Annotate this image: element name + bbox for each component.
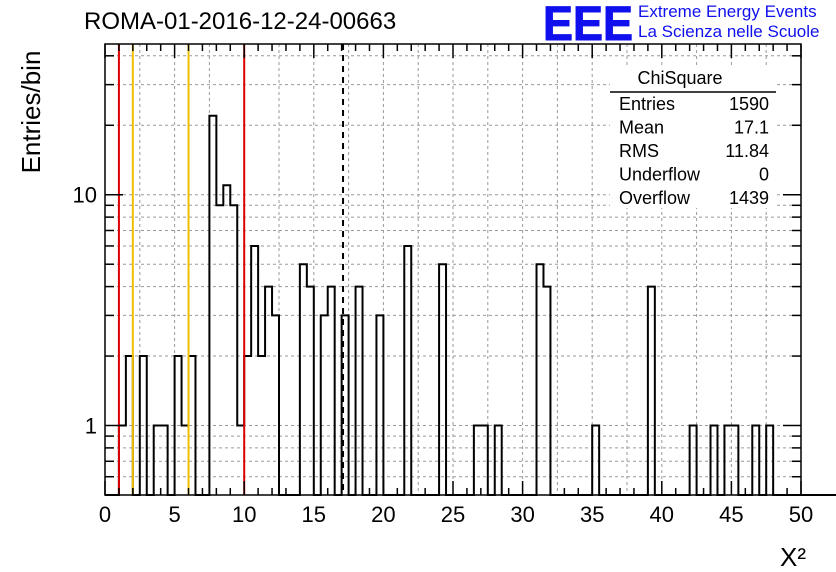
stats-row-value: 1590 bbox=[729, 94, 769, 114]
stats-row-label: Mean bbox=[619, 118, 664, 138]
x-tick-label: 35 bbox=[580, 502, 604, 527]
logo-text-line1: Extreme Energy Events bbox=[638, 2, 817, 21]
eee-logo: EEE bbox=[543, 2, 633, 42]
stats-row-value: 11.84 bbox=[725, 141, 769, 161]
stats-row-value: 17.1 bbox=[734, 118, 769, 138]
grid-lines bbox=[105, 44, 801, 495]
stats-box-background bbox=[610, 66, 776, 208]
stats-box-title: ChiSquare bbox=[637, 68, 722, 88]
y-tick-label: 10 bbox=[73, 183, 97, 208]
y-tick-label: 1 bbox=[85, 414, 97, 439]
chart-title: ROMA-01-2016-12-24-00663 bbox=[84, 8, 397, 35]
x-tick-label: 40 bbox=[650, 502, 674, 527]
stats-box: ChiSquare Entries 1590 Mean 17.1 RMS 11.84 Und… bbox=[610, 66, 776, 208]
x-tick-label: 45 bbox=[719, 502, 743, 527]
logo-text-line2: La Scienza nelle Scuole bbox=[638, 22, 820, 41]
x-tick-label: 5 bbox=[168, 502, 180, 527]
stats-row-value: 1439 bbox=[729, 188, 769, 208]
stats-row-label: Underflow bbox=[619, 165, 701, 185]
x-tick-label: 20 bbox=[371, 502, 395, 527]
y-tick-labels: 1 10 bbox=[73, 183, 97, 439]
stats-row-label: Overflow bbox=[619, 188, 691, 208]
stats-row-label: Entries bbox=[619, 94, 675, 114]
x-tick-label: 0 bbox=[99, 502, 111, 527]
logo-letters: EEE bbox=[543, 2, 633, 42]
y-axis-label: Entries/bin bbox=[16, 51, 46, 174]
x-tick-label: 15 bbox=[302, 502, 326, 527]
x-tick-labels: 0 5 10 15 20 25 30 35 40 45 50 bbox=[99, 502, 813, 527]
stats-row-label: RMS bbox=[619, 141, 659, 161]
histogram-outline bbox=[105, 114, 836, 496]
x-tick-label: 25 bbox=[441, 502, 465, 527]
marker-lines bbox=[117, 44, 345, 495]
histogram bbox=[105, 114, 836, 496]
x-tick-label: 10 bbox=[232, 502, 256, 527]
axis-ticks bbox=[104, 44, 802, 495]
x-tick-label: 30 bbox=[510, 502, 534, 527]
stats-row-value: 0 bbox=[759, 165, 769, 185]
x-axis-label: X² bbox=[780, 542, 806, 572]
x-tick-label: 50 bbox=[789, 502, 813, 527]
